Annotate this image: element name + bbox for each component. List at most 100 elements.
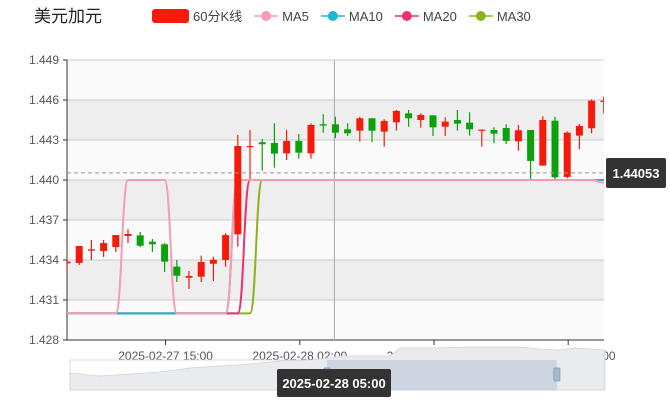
candle-body: [75, 246, 83, 263]
y-axis: 1.449 1.446 1.443 1.440 1.437 1.434 1.431 1.428: [29, 53, 68, 347]
y-tick-label: 1.443: [29, 133, 59, 147]
candle-body: [588, 100, 596, 129]
legend-item-ma5[interactable]: MA5: [254, 9, 309, 24]
candle[interactable]: [197, 255, 205, 282]
candle[interactable]: [563, 131, 571, 179]
candle-body: [490, 130, 498, 134]
candle[interactable]: [124, 229, 132, 244]
split-band: [67, 260, 604, 300]
candle[interactable]: [417, 113, 425, 128]
candle-body: [258, 142, 266, 145]
candle[interactable]: [270, 123, 278, 168]
candle-body: [405, 113, 413, 119]
candle[interactable]: [539, 116, 547, 166]
candle-body: [197, 262, 205, 277]
candle[interactable]: [283, 130, 291, 160]
candle[interactable]: [87, 240, 95, 260]
candle[interactable]: [466, 112, 474, 136]
split-band: [67, 140, 604, 180]
candle-body: [380, 120, 388, 132]
data-zoom-handle-end[interactable]: [553, 367, 561, 382]
candle-body: [246, 146, 254, 148]
legend-dot-icon: [475, 11, 486, 21]
candle[interactable]: [173, 260, 181, 282]
candle[interactable]: [551, 116, 559, 180]
candles[interactable]: [64, 96, 608, 289]
split-band: [67, 60, 604, 100]
candle[interactable]: [64, 258, 71, 270]
candle[interactable]: [514, 124, 522, 151]
candle[interactable]: [331, 116, 339, 139]
candle[interactable]: [295, 134, 303, 159]
legend-label: MA5: [282, 9, 309, 24]
y-tick-label: 1.440: [29, 173, 59, 187]
legend-item-ma30[interactable]: MA30: [468, 9, 531, 24]
candle-body: [87, 249, 95, 251]
candle[interactable]: [392, 110, 400, 131]
candle[interactable]: [246, 130, 254, 179]
y-tick-label: 1.437: [29, 213, 59, 227]
candle[interactable]: [75, 246, 83, 265]
candle-body: [148, 241, 156, 245]
candle[interactable]: [307, 123, 315, 159]
candle[interactable]: [600, 96, 607, 114]
candle-body: [514, 130, 522, 142]
candle[interactable]: [502, 124, 510, 144]
candle[interactable]: [234, 134, 242, 247]
y-tick-label: 1.446: [29, 93, 59, 107]
candle-body: [429, 115, 437, 128]
candle-body: [551, 120, 559, 178]
candle-body: [600, 100, 604, 102]
legend-item-60分k线[interactable]: 60分K线: [152, 9, 242, 24]
candle[interactable]: [405, 110, 413, 127]
candle-body: [100, 243, 108, 251]
candle-body: [466, 122, 474, 130]
candle[interactable]: [490, 127, 498, 144]
candle-body: [270, 142, 278, 154]
legend-dot-icon: [327, 11, 338, 21]
candle[interactable]: [380, 119, 388, 147]
candle-body: [295, 140, 303, 153]
candle-body: [478, 129, 486, 131]
crosshair-x-label: 2025-02-28 05:00: [277, 369, 391, 397]
candle-body: [307, 124, 315, 154]
candle[interactable]: [575, 124, 583, 150]
candle[interactable]: [527, 130, 535, 179]
candle-body: [319, 124, 327, 126]
legend-item-ma10[interactable]: MA10: [320, 9, 383, 24]
candle[interactable]: [478, 129, 486, 147]
candle-body: [368, 118, 376, 131]
candle[interactable]: [136, 232, 144, 248]
legend-label: 60分K线: [193, 9, 242, 24]
legend-label: MA20: [423, 9, 457, 24]
candle[interactable]: [441, 117, 449, 136]
split-band: [67, 300, 604, 340]
candle[interactable]: [112, 235, 120, 252]
candle[interactable]: [588, 99, 596, 134]
legend-swatch-candle: [152, 9, 189, 23]
candle-body: [124, 234, 132, 236]
candle[interactable]: [100, 240, 108, 257]
legend-item-ma20[interactable]: MA20: [394, 9, 457, 24]
legend-dot-icon: [401, 11, 412, 21]
candle-body: [222, 235, 230, 260]
candle[interactable]: [429, 115, 437, 136]
candle-body: [575, 126, 583, 136]
candle[interactable]: [161, 243, 169, 272]
candle[interactable]: [222, 233, 230, 267]
candle-body: [539, 120, 547, 166]
candle[interactable]: [319, 114, 327, 133]
candle[interactable]: [344, 123, 352, 136]
candle-body: [209, 259, 217, 264]
candle-body: [502, 128, 510, 141]
candle[interactable]: [209, 256, 217, 281]
candle[interactable]: [258, 139, 266, 171]
candle[interactable]: [453, 110, 461, 131]
candle[interactable]: [185, 270, 193, 289]
candle[interactable]: [148, 239, 156, 252]
candle-body: [112, 235, 120, 248]
candle[interactable]: [368, 118, 376, 142]
crosshair-y-value: 1.44053: [613, 166, 660, 181]
candle[interactable]: [356, 116, 364, 142]
